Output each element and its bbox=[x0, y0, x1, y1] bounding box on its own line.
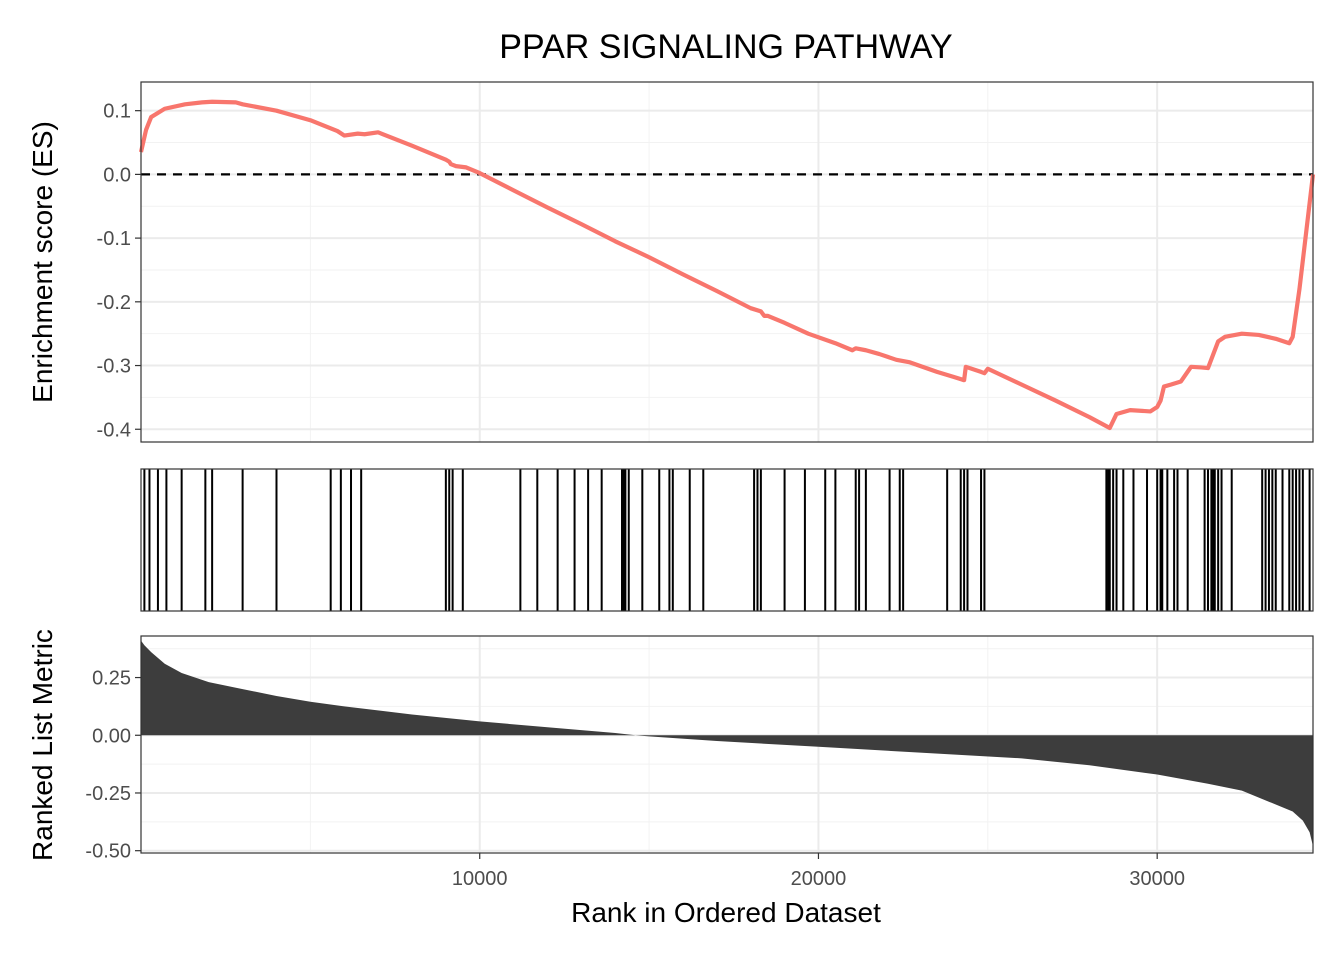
es-y-axis: 0.1 0.0 -0.1 -0.2 -0.3 -0.4 bbox=[97, 101, 141, 441]
metric-area bbox=[141, 640, 1313, 847]
chart-title: PPAR SIGNALING PATHWAY bbox=[499, 28, 952, 66]
hits-bars bbox=[141, 469, 1313, 611]
y-tick-label: 0.00 bbox=[92, 725, 131, 747]
x-tick-label: 20000 bbox=[791, 868, 847, 890]
x-axis-title: Rank in Ordered Dataset bbox=[571, 897, 881, 928]
es-panel: 0.1 0.0 -0.1 -0.2 -0.3 -0.4 Enrichment score … bbox=[27, 81, 1316, 443]
y-tick-label: 0.25 bbox=[92, 668, 131, 690]
hits-panel bbox=[140, 468, 1314, 612]
y-tick-label: -0.2 bbox=[97, 292, 131, 314]
panel-background bbox=[141, 82, 1313, 442]
hits-background bbox=[141, 469, 1313, 611]
y-tick-label: 0.1 bbox=[103, 101, 131, 123]
y-tick-label: -0.1 bbox=[97, 228, 131, 250]
metric-panel-border bbox=[140, 635, 1314, 854]
es-grid bbox=[141, 82, 1313, 442]
x-tick-label: 30000 bbox=[1129, 868, 1185, 890]
metric-panel: 0.25 0.00 -0.25 -0.50 10000 20000 30000 Ranke… bbox=[27, 629, 1314, 890]
y-tick-label: -0.50 bbox=[85, 841, 131, 863]
metric-y-axis-title: Ranked List Metric bbox=[27, 629, 58, 861]
hits-panel-border bbox=[140, 468, 1314, 612]
y-tick-label: -0.25 bbox=[85, 783, 131, 805]
metric-x-axis: 10000 20000 30000 bbox=[452, 853, 1185, 890]
es-series-line bbox=[138, 99, 1316, 431]
es-y-axis-title: Enrichment score (ES) bbox=[27, 121, 58, 403]
x-tick-label: 10000 bbox=[452, 868, 508, 890]
y-tick-label: 0.0 bbox=[103, 164, 131, 186]
y-tick-label: -0.3 bbox=[97, 356, 131, 378]
y-tick-label: -0.4 bbox=[97, 419, 131, 441]
es-panel-border bbox=[140, 81, 1314, 443]
metric-y-axis: 0.25 0.00 -0.25 -0.50 bbox=[85, 668, 141, 863]
